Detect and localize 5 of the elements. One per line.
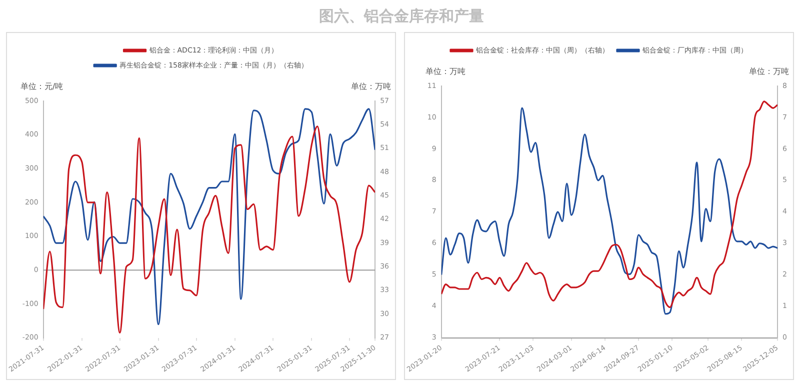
chart-title: 图六、铝合金库存和产量 bbox=[319, 7, 484, 25]
y-axis-title: 单位：万吨 bbox=[425, 67, 466, 76]
y2-axis-title: 单位：万吨 bbox=[749, 67, 789, 76]
y2-axis-title: 单位：万吨 bbox=[351, 82, 391, 92]
y-axis-title: 单位：元/吨 bbox=[20, 82, 64, 92]
